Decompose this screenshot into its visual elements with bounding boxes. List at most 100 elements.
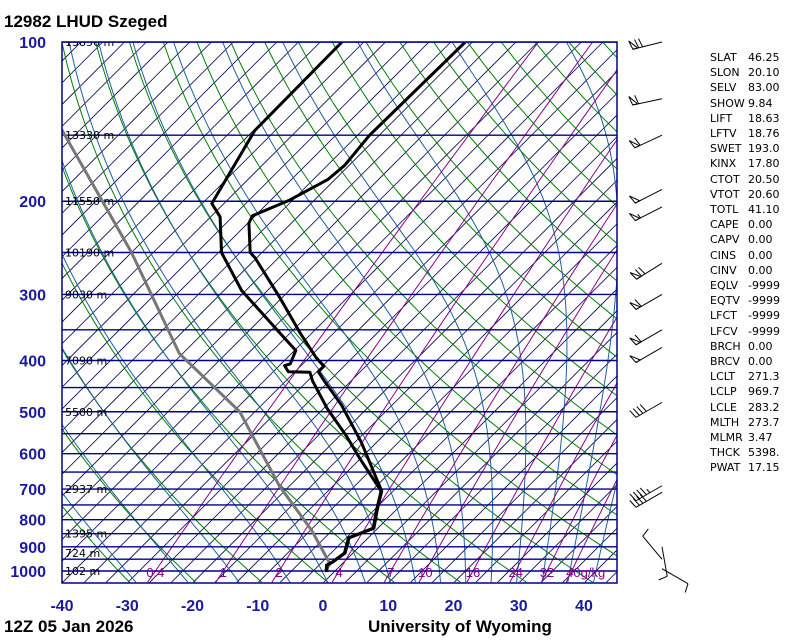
isotherm	[454, 418, 617, 583]
barb-pennant	[629, 195, 641, 204]
dry-adiabat	[62, 42, 461, 583]
barb-shaft	[642, 535, 663, 560]
barb-pennant	[629, 302, 642, 311]
wind-barb	[629, 189, 663, 204]
index-value: 5398.	[748, 446, 780, 460]
index-value: 20.10	[748, 66, 780, 80]
dry-adiabat	[62, 428, 196, 583]
index-row: TOTL 41.10	[710, 202, 780, 217]
barb-full	[642, 528, 649, 537]
isotherm	[62, 42, 365, 345]
index-name: LIFT	[710, 111, 733, 125]
index-name: LCLE	[710, 400, 737, 414]
isotherm	[62, 42, 495, 475]
moist-adiabat	[282, 42, 494, 583]
index-row: THCK 5398.	[710, 445, 780, 460]
parcel-trace	[62, 128, 332, 573]
barb-full	[634, 269, 643, 277]
index-row: LIFT 18.63	[710, 111, 780, 126]
pressure-tick-label: 300	[19, 287, 46, 304]
index-name: CINV	[710, 263, 737, 277]
barb-full	[634, 95, 639, 104]
wind-barb	[661, 568, 689, 593]
isotherm	[127, 92, 617, 583]
wind-barb	[629, 293, 663, 311]
index-name: KINX	[710, 157, 737, 171]
moist-adiabat	[593, 479, 617, 583]
index-name: CTOT	[710, 172, 740, 186]
isotherm	[106, 70, 617, 583]
index-value: 18.76	[748, 127, 780, 141]
moist-adiabat	[62, 423, 189, 583]
moist-adiabat	[565, 42, 617, 583]
barb-full	[632, 491, 640, 500]
index-name: EQLV	[710, 279, 739, 293]
mixing-ratio-label: 1	[220, 565, 227, 580]
index-value: 0.00	[748, 263, 773, 277]
wind-barb	[629, 262, 663, 280]
wind-barb	[628, 95, 663, 106]
index-row: BRCV 0.00	[710, 354, 780, 369]
temperature-tick-label: 0	[319, 598, 328, 615]
isotherm	[193, 157, 617, 583]
isotherm	[62, 42, 473, 454]
isotherm	[410, 375, 617, 583]
isotherm	[345, 310, 617, 583]
barb-half	[646, 489, 651, 494]
mixing-ratio-label: 0.4	[146, 565, 164, 580]
index-name: EQTV	[710, 294, 740, 308]
mixing-ratio-line	[565, 478, 617, 583]
isotherm	[62, 42, 582, 562]
dry-adiabat	[196, 42, 617, 516]
dry-adiabat	[230, 42, 617, 476]
index-row: KINX 17.80	[710, 156, 780, 171]
index-name: SLAT	[710, 51, 737, 64]
dewpoint-trace	[210, 42, 383, 572]
index-value: 0.00	[748, 355, 773, 369]
index-name: SELV	[710, 81, 737, 95]
index-value: 271.3	[748, 370, 780, 384]
index-name: SLON	[710, 66, 740, 80]
barb-full	[629, 410, 637, 418]
index-name: THCK	[710, 446, 740, 460]
barb-full	[629, 493, 637, 502]
barb-full	[634, 39, 640, 49]
barb-shaft	[635, 491, 663, 508]
barb-shaft	[661, 568, 689, 585]
index-name: LFCT	[710, 309, 737, 323]
credit-label: University of Wyoming	[368, 617, 552, 636]
isotherm	[280, 244, 617, 583]
barb-pennant	[629, 337, 642, 346]
index-row: SELV 83.00	[710, 80, 780, 95]
isotherm	[475, 440, 617, 583]
temperature-tick-label: -30	[116, 598, 139, 615]
index-value: 17.15	[748, 461, 780, 475]
isotherm	[0, 42, 16, 582]
barb-pennant	[628, 140, 641, 149]
index-row: CAPE 0.00	[710, 217, 780, 232]
height-label: 9030 m	[65, 288, 107, 301]
barb-full	[634, 137, 641, 146]
isotherm	[62, 42, 299, 280]
index-name: LFCV	[710, 324, 738, 338]
temperature-tick-label: 40	[575, 598, 593, 615]
mixing-ratio-label: 32	[540, 565, 554, 580]
moist-adiabat	[62, 158, 329, 583]
mixing-ratio-label: 24	[509, 565, 523, 580]
dry-adiabat	[264, 42, 617, 436]
pressure-tick-label: 600	[19, 447, 46, 464]
wind-barb	[628, 38, 663, 50]
index-row: SHOW 9.84	[710, 96, 780, 111]
isotherm	[62, 42, 604, 583]
mixing-ratio-label: 16	[466, 565, 480, 580]
wind-barb	[629, 491, 663, 508]
temperature-tick-label: -10	[246, 598, 269, 615]
isotherm	[62, 42, 386, 367]
dry-adiabat	[399, 42, 617, 282]
index-value: 0.00	[748, 218, 773, 232]
index-row: PWAT 17.15	[710, 460, 780, 475]
barb-full	[636, 489, 644, 498]
wind-barb	[629, 485, 663, 502]
index-row: CINS 0.00	[710, 248, 780, 263]
barb-pennant	[629, 272, 642, 280]
